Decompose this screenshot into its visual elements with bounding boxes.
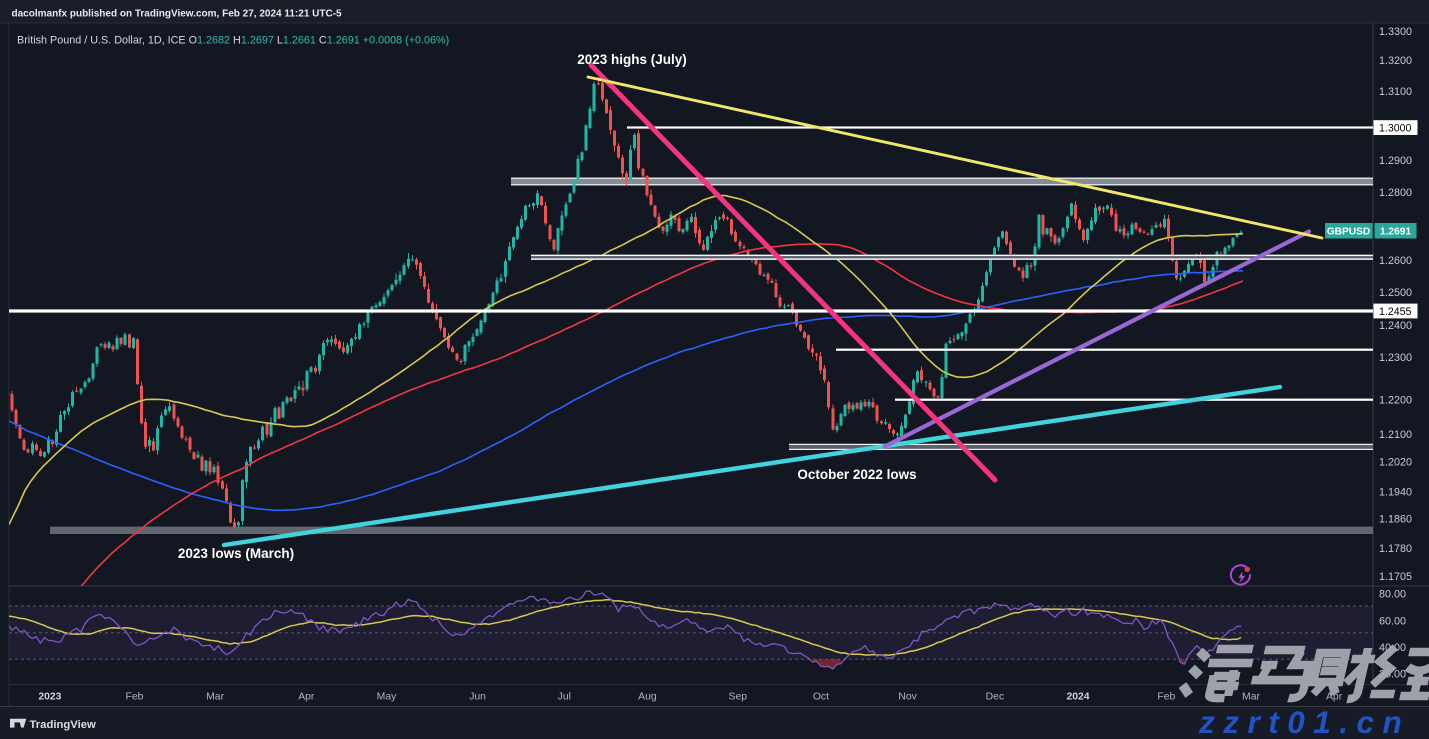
svg-text:1.2300: 1.2300: [1379, 352, 1412, 364]
svg-text:1.3300: 1.3300: [1379, 26, 1412, 38]
svg-text:Mar: Mar: [206, 692, 224, 703]
svg-text:2023 lows (March): 2023 lows (March): [178, 546, 294, 561]
svg-text:1.1940: 1.1940: [1379, 486, 1412, 498]
svg-text:2023 highs (July): 2023 highs (July): [577, 52, 687, 67]
svg-text:1.3100: 1.3100: [1379, 86, 1412, 98]
svg-text:1.3200: 1.3200: [1379, 55, 1412, 67]
svg-text:Feb: Feb: [126, 692, 144, 703]
svg-text:zzrt01.cn: zzrt01.cn: [1198, 704, 1410, 739]
svg-text:1.2500: 1.2500: [1379, 287, 1412, 299]
svg-text:2023: 2023: [38, 692, 61, 703]
svg-text:October 2022 lows: October 2022 lows: [797, 467, 916, 482]
svg-text:1.2900: 1.2900: [1379, 155, 1412, 167]
svg-text:1.2600: 1.2600: [1379, 255, 1412, 267]
svg-text:1.1705: 1.1705: [1379, 571, 1412, 583]
svg-text:1.2100: 1.2100: [1379, 429, 1412, 441]
svg-text:1.2691: 1.2691: [1380, 227, 1411, 238]
svg-text:Nov: Nov: [898, 692, 917, 703]
svg-text:Jul: Jul: [558, 692, 571, 703]
svg-text:1.1780: 1.1780: [1379, 543, 1412, 555]
svg-text:80.00: 80.00: [1379, 589, 1406, 601]
svg-text:Mar: Mar: [1242, 692, 1260, 703]
svg-text:GBPUSD: GBPUSD: [1327, 227, 1371, 238]
svg-text:1.2400: 1.2400: [1379, 320, 1412, 332]
svg-text:TradingView: TradingView: [30, 719, 97, 731]
svg-text:Apr: Apr: [1326, 692, 1343, 703]
svg-text:Feb: Feb: [1157, 692, 1175, 703]
svg-text:dacolmanfx published on Tradin: dacolmanfx published on TradingView.com,…: [12, 9, 343, 20]
svg-text:1.2455: 1.2455: [1379, 306, 1412, 318]
svg-text:Apr: Apr: [298, 692, 315, 703]
svg-text:60.00: 60.00: [1379, 615, 1406, 627]
svg-text:1.2800: 1.2800: [1379, 187, 1412, 199]
svg-text:1.2200: 1.2200: [1379, 394, 1412, 406]
svg-text:British Pound / U.S. Dollar, 1: British Pound / U.S. Dollar, 1D, ICE O1.…: [17, 35, 449, 47]
svg-text:Aug: Aug: [638, 692, 657, 703]
svg-text:May: May: [377, 692, 397, 703]
svg-text:1.2020: 1.2020: [1379, 456, 1412, 468]
svg-text:Sep: Sep: [729, 692, 748, 703]
svg-text:Jun: Jun: [469, 692, 486, 703]
svg-text:1.3000: 1.3000: [1379, 122, 1412, 134]
svg-text:1.1860: 1.1860: [1379, 513, 1412, 525]
svg-text:2024: 2024: [1066, 692, 1089, 703]
svg-text:Dec: Dec: [986, 692, 1004, 703]
svg-text:Oct: Oct: [813, 692, 829, 703]
